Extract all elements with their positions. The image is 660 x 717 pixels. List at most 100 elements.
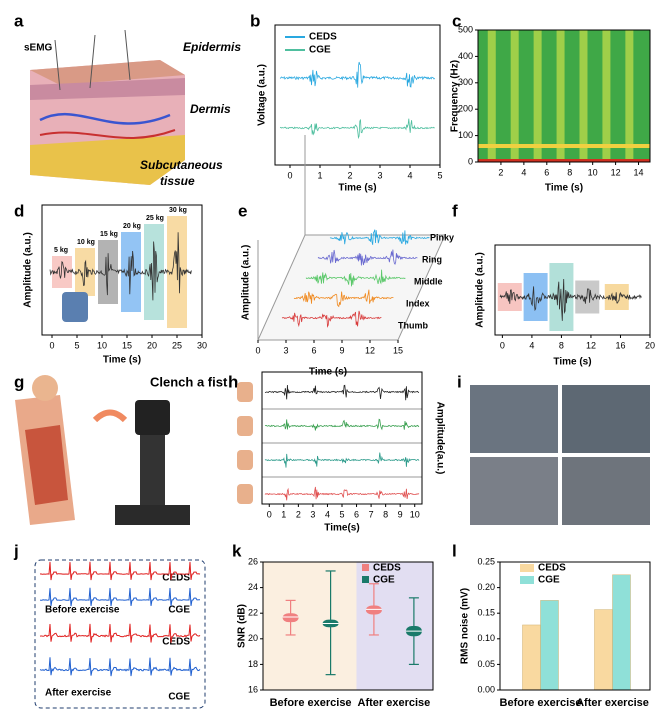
spectrogram-band [487, 30, 496, 162]
x-tick-label: 6 [544, 167, 549, 177]
x-tick-label: 12 [586, 340, 596, 350]
panel-label: h [228, 372, 238, 391]
y-tick-label: 0.05 [477, 659, 495, 669]
signal-trace [49, 232, 192, 301]
spectrogram-band [556, 30, 565, 162]
x-tick-label: 2 [296, 509, 301, 519]
load-label: 20 kg [123, 223, 141, 230]
legend-label: CGE [309, 45, 331, 56]
spectrogram-band [533, 30, 542, 162]
panel-label: f [452, 201, 458, 220]
x-tick-label: 30 [197, 340, 207, 350]
axes-frame [499, 561, 651, 691]
x-tick-label: 8 [559, 340, 564, 350]
load-label: 15 kg [100, 231, 118, 238]
hand-icon [237, 382, 253, 402]
y-axis-label: Amplitude (a.u.) [241, 245, 252, 321]
bar [594, 609, 613, 691]
load-label: 25 kg [146, 215, 164, 222]
finger-label: Pinky [430, 232, 454, 242]
load-label: 30 kg [169, 207, 187, 214]
x-tick-label: 10 [410, 509, 420, 519]
signal-trace [264, 486, 420, 501]
axes-frame [41, 204, 203, 336]
x-tick-label: 5 [437, 170, 442, 180]
legend-label: CGE [373, 575, 395, 586]
spectrogram-band [478, 144, 650, 148]
y-tick-label: 400 [458, 51, 473, 61]
skin-illustration [30, 29, 185, 185]
label: tissue [160, 174, 195, 188]
legend-label: CGE [538, 575, 560, 586]
dashed-frame [34, 559, 206, 709]
axes-frame [262, 561, 434, 691]
x-tick-label: 5 [74, 340, 79, 350]
x-tick-label: 20 [645, 340, 655, 350]
category-label: Before exercise [500, 697, 582, 709]
x-tick-label: 15 [393, 345, 403, 355]
y-tick-label: 26 [248, 556, 258, 566]
finger-label: Index [406, 298, 430, 308]
y-tick-label: 20 [248, 633, 258, 643]
x-tick-label: 4 [325, 509, 330, 519]
category-label: After exercise [358, 697, 431, 709]
load-band [121, 232, 141, 312]
signal-trace [279, 118, 435, 140]
category-label: Before exercise [270, 697, 352, 709]
title: Clench a fist [150, 374, 228, 389]
x-tick-label: 10 [588, 167, 598, 177]
x-tick-label: 3 [283, 345, 288, 355]
x-axis-label: Time (s) [103, 355, 141, 366]
label: CEDS [162, 637, 190, 648]
label: Epidermis [183, 40, 241, 54]
region-bg [263, 562, 357, 690]
y-tick-label: 300 [458, 77, 473, 87]
x-axis-label: Time (s) [338, 183, 376, 194]
x-tick-label: 1 [281, 509, 286, 519]
y-tick-label: 0.10 [477, 633, 495, 643]
x-tick-label: 3 [310, 509, 315, 519]
y-tick-label: 0.25 [477, 556, 495, 566]
label: CGE [168, 692, 190, 703]
label: Dermis [190, 102, 231, 116]
x-tick-label: 0 [500, 340, 505, 350]
x-tick-label: 25 [172, 340, 182, 350]
y-axis-label: SNR (dB) [237, 604, 248, 648]
x-axis-label: Time (s) [545, 183, 583, 194]
x-tick-label: 2 [347, 170, 352, 180]
panel-label: a [14, 11, 24, 30]
spectrogram-band [602, 30, 611, 162]
x-tick-label: 15 [122, 340, 132, 350]
photo-grid [470, 385, 650, 525]
legend-label: CEDS [538, 563, 566, 574]
x-tick-label: 8 [383, 509, 388, 519]
axes-frame [494, 244, 651, 336]
legend-swatch [520, 576, 534, 584]
x-tick-label: 6 [354, 509, 359, 519]
box [282, 613, 299, 623]
load-label: 5 kg [54, 247, 68, 254]
y-tick-label: 0.15 [477, 608, 495, 618]
panel-label: j [13, 541, 19, 560]
signal-trace [264, 418, 420, 431]
panel-label: i [457, 372, 462, 391]
label: Before exercise [45, 605, 120, 616]
signal-trace [264, 384, 420, 401]
signal-trace [305, 269, 406, 287]
signal-trace [264, 452, 420, 468]
signal-trace [281, 310, 382, 328]
x-tick-label: 8 [567, 167, 572, 177]
x-tick-label: 9 [398, 509, 403, 519]
bar [522, 624, 541, 691]
gesture-band [523, 273, 548, 321]
x-tick-label: 7 [369, 509, 374, 519]
label: After exercise [45, 688, 112, 699]
panel-label: g [14, 372, 24, 391]
legend-swatch [520, 564, 534, 572]
y-tick-label: 0 [468, 156, 473, 166]
y-tick-label: 16 [248, 684, 258, 694]
label: Subcutaneous [140, 158, 223, 172]
y-axis-label: RMS noise (mV) [460, 588, 471, 664]
axes-frame [274, 24, 441, 166]
